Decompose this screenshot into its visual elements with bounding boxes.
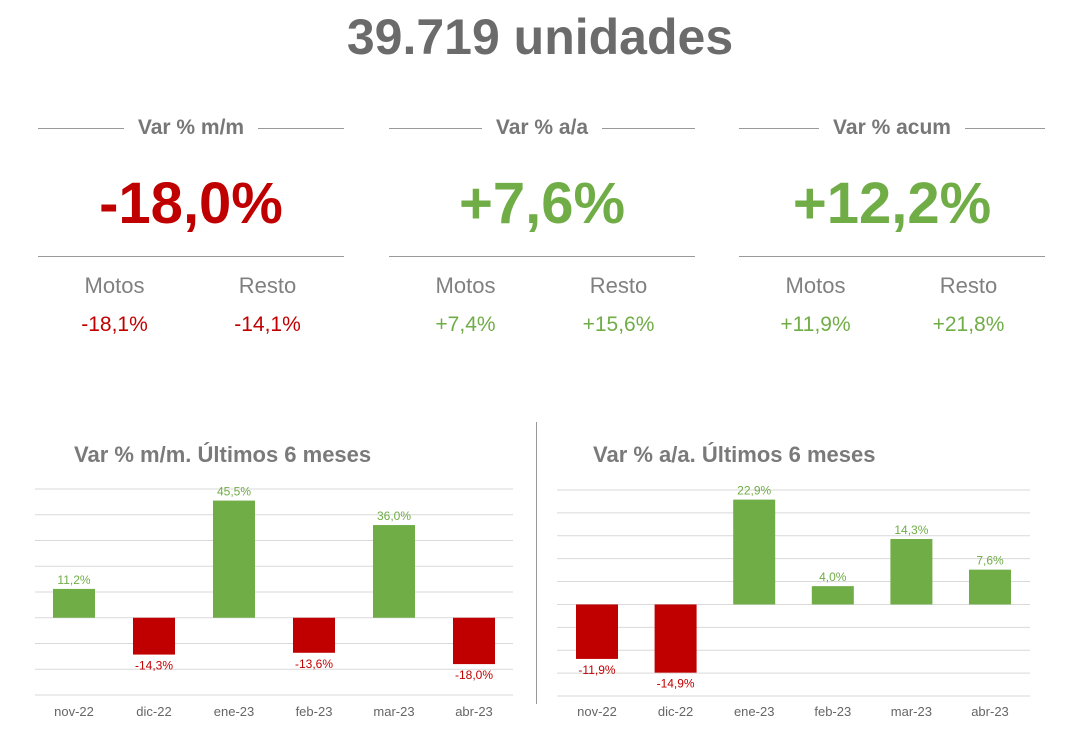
data-label: 11,2% xyxy=(57,573,90,587)
bar-feb-23 xyxy=(811,586,854,605)
bar-dic-22 xyxy=(654,604,697,673)
kpi-value: +12,2% xyxy=(792,171,992,236)
data-label: 7,6% xyxy=(976,554,1004,568)
bar-abr-23 xyxy=(453,617,495,665)
chart-divider xyxy=(536,422,537,704)
data-label: 14,3% xyxy=(894,523,928,537)
x-tick-label: dic-22 xyxy=(658,704,693,719)
sub-value: -14,1% xyxy=(234,313,301,336)
page-title: 39.719 unidades xyxy=(346,9,734,65)
divider xyxy=(739,256,1045,257)
sub-label: Resto xyxy=(589,273,648,298)
kpi-label: Var % acum xyxy=(819,116,965,139)
kpi-value: -18,0% xyxy=(99,171,283,236)
data-label: -11,9% xyxy=(578,663,615,677)
x-tick-label: abr-23 xyxy=(455,704,493,719)
kpi-var-mm: Var % m/m -18,0% Motos -18,1% Resto -14,1% xyxy=(38,110,344,337)
sub-value: +21,8% xyxy=(932,313,1005,336)
bar-abr-23 xyxy=(969,569,1011,605)
bar-ene-23 xyxy=(213,500,255,618)
bar-nov-22 xyxy=(53,588,95,618)
sub-value: +15,6% xyxy=(582,313,655,336)
divider xyxy=(389,256,695,257)
sub-label: Resto xyxy=(939,273,998,298)
sub-label: Motos xyxy=(785,273,846,298)
sub-label: Resto xyxy=(238,273,297,298)
data-label: 22,9% xyxy=(737,484,771,498)
sub-value: +7,4% xyxy=(435,313,496,336)
chart-title-aa: Var % a/a. Últimos 6 meses xyxy=(593,442,876,467)
x-tick-label: feb-23 xyxy=(296,704,333,719)
data-label: -13,6% xyxy=(295,657,333,671)
data-label: 45,5% xyxy=(217,485,251,499)
data-label: -14,9% xyxy=(657,677,695,691)
bar-nov-22 xyxy=(576,604,618,659)
bar-ene-23 xyxy=(733,499,776,605)
x-tick-label: mar-23 xyxy=(373,704,414,719)
bar-mar-23 xyxy=(890,538,933,605)
bar-dic-22 xyxy=(133,617,175,655)
chart-title-mm: Var % m/m. Últimos 6 meses xyxy=(74,442,372,467)
x-tick-label: ene-23 xyxy=(214,704,254,719)
kpi-var-acum: Var % acum +12,2% Motos +11,9% Resto +21,8… xyxy=(739,110,1045,337)
divider xyxy=(38,256,344,257)
kpi-label: Var % m/m xyxy=(123,116,259,139)
kpi-value: +7,6% xyxy=(458,171,626,236)
x-tick-label: abr-23 xyxy=(971,704,1009,719)
data-label: 36,0% xyxy=(377,509,411,523)
sub-label: Motos xyxy=(84,273,145,298)
x-tick-label: mar-23 xyxy=(891,704,932,719)
sub-value: -18,1% xyxy=(81,313,148,336)
data-label: 4,0% xyxy=(819,570,847,584)
kpi-var-aa: Var % a/a +7,6% Motos +7,4% Resto +15,6% xyxy=(389,110,695,337)
sub-label: Motos xyxy=(435,273,496,298)
kpi-label: Var % a/a xyxy=(481,116,603,139)
data-label: -18,0% xyxy=(455,668,493,682)
x-tick-label: nov-22 xyxy=(54,704,94,719)
bar-mar-23 xyxy=(373,525,415,618)
x-tick-label: dic-22 xyxy=(136,704,171,719)
x-tick-label: feb-23 xyxy=(814,704,851,719)
bar-feb-23 xyxy=(293,617,335,653)
x-tick-label: ene-23 xyxy=(734,704,774,719)
x-tick-label: nov-22 xyxy=(577,704,617,719)
sub-value: +11,9% xyxy=(780,313,851,336)
data-label: -14,3% xyxy=(135,659,173,673)
